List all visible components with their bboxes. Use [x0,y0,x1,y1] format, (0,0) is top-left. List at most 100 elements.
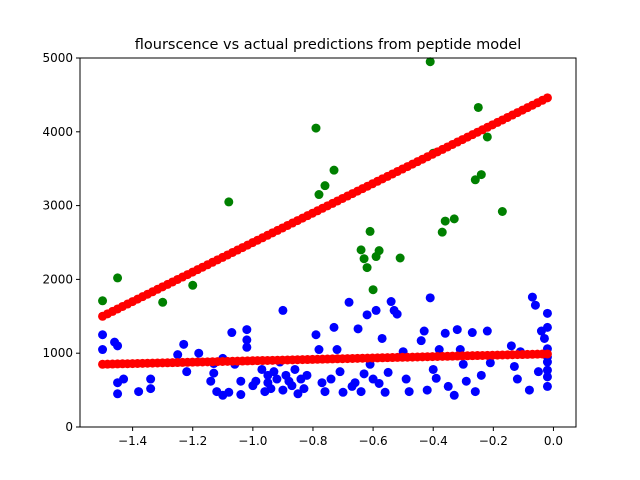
data-point-series-1 [158,297,168,307]
data-point-series-0 [329,322,339,332]
data-point-series-0 [302,370,312,380]
data-point-series-0 [443,381,453,391]
chart-title: flourscence vs actual predictions from p… [135,37,522,53]
data-point-series-1 [395,253,405,263]
data-point-series-1 [473,102,483,112]
data-point-series-0 [524,385,534,395]
data-point-series-0 [173,350,183,360]
data-point-series-0 [287,381,297,391]
data-point-series-0 [542,308,552,318]
y-tick-label: 5000 [42,51,73,65]
data-point-series-0 [542,381,552,391]
data-point-series-0 [350,378,360,388]
data-point-series-1 [470,175,480,185]
data-point-series-0 [257,364,267,374]
data-point-series-0 [506,341,516,351]
data-point-series-0 [434,345,444,355]
data-point-series-0 [542,372,552,382]
data-point-series-3 [542,349,552,359]
data-point-series-0 [527,292,537,302]
y-axis: 0 1000 2000 3000 4000 5000 [42,51,80,434]
data-point-series-1 [98,296,108,306]
data-point-series-0 [146,384,156,394]
data-point-series-0 [335,367,345,377]
data-point-series-0 [428,364,438,374]
data-point-series-1 [437,227,447,237]
data-point-series-0 [251,376,261,386]
data-point-series-0 [236,390,246,400]
data-point-series-0 [404,387,414,397]
data-point-series-0 [194,348,204,358]
data-point-series-0 [356,387,366,397]
data-point-series-0 [299,384,309,394]
data-point-series-0 [278,385,288,395]
data-point-series-1 [365,226,375,236]
data-point-series-0 [371,305,381,315]
x-tick-label: −1.2 [178,434,207,448]
data-point-series-0 [440,328,450,338]
data-point-series-1 [482,132,492,142]
data-point-series-0 [338,387,348,397]
data-point-series-0 [362,310,372,320]
y-tick-label: 2000 [42,272,73,286]
data-point-series-0 [542,357,552,367]
data-point-series-1 [320,181,330,191]
x-tick-label: −0.4 [419,434,448,448]
data-points [98,57,552,400]
data-point-series-0 [272,374,282,384]
data-point-series-1 [449,214,459,224]
data-point-series-2 [542,93,552,103]
data-point-series-0 [209,368,219,378]
data-point-series-1 [113,273,123,283]
data-point-series-1 [497,207,507,216]
data-point-series-0 [119,374,129,384]
data-point-series-0 [359,369,369,379]
data-point-series-0 [206,376,216,386]
data-point-series-0 [227,328,237,338]
data-point-series-1 [362,263,372,273]
data-point-series-1 [425,57,435,67]
data-point-series-0 [416,336,426,346]
data-point-series-0 [332,345,342,355]
data-point-series-0 [293,389,303,399]
data-point-series-0 [320,387,330,397]
x-tick-label: −0.2 [479,434,508,448]
data-point-series-0 [485,358,495,368]
data-point-series-0 [476,370,486,380]
data-point-series-1 [368,285,378,295]
data-point-series-1 [374,246,384,256]
y-tick-label: 0 [65,420,73,434]
data-point-series-0 [113,341,123,351]
data-point-series-1 [476,170,486,180]
data-point-series-0 [422,385,432,395]
data-point-series-0 [425,293,435,303]
data-point-series-0 [236,376,246,386]
data-point-series-1 [356,245,366,255]
data-point-series-0 [380,387,390,397]
data-point-series-1 [329,165,339,175]
data-point-series-0 [458,359,468,369]
x-tick-label: −1.0 [238,434,267,448]
data-point-series-0 [242,325,252,335]
data-point-series-0 [290,364,300,374]
y-tick-label: 4000 [42,125,73,139]
plot-area-frame [79,57,577,428]
x-tick-label: −0.8 [298,434,327,448]
data-point-series-0 [146,374,156,384]
data-point-series-1 [440,216,450,226]
data-point-series-0 [482,326,492,336]
data-point-series-0 [242,342,252,352]
data-point-series-0 [113,389,123,399]
x-tick-label: −1.4 [118,434,147,448]
y-tick-label: 3000 [42,199,73,213]
data-point-series-0 [542,322,552,332]
data-point-series-0 [461,376,471,386]
data-point-series-0 [539,333,549,343]
data-point-series-1 [314,190,324,200]
data-point-series-0 [401,374,411,384]
data-point-series-0 [317,378,327,388]
data-point-series-0 [470,387,480,397]
y-tick-label: 1000 [42,346,73,360]
data-point-series-0 [269,367,279,377]
